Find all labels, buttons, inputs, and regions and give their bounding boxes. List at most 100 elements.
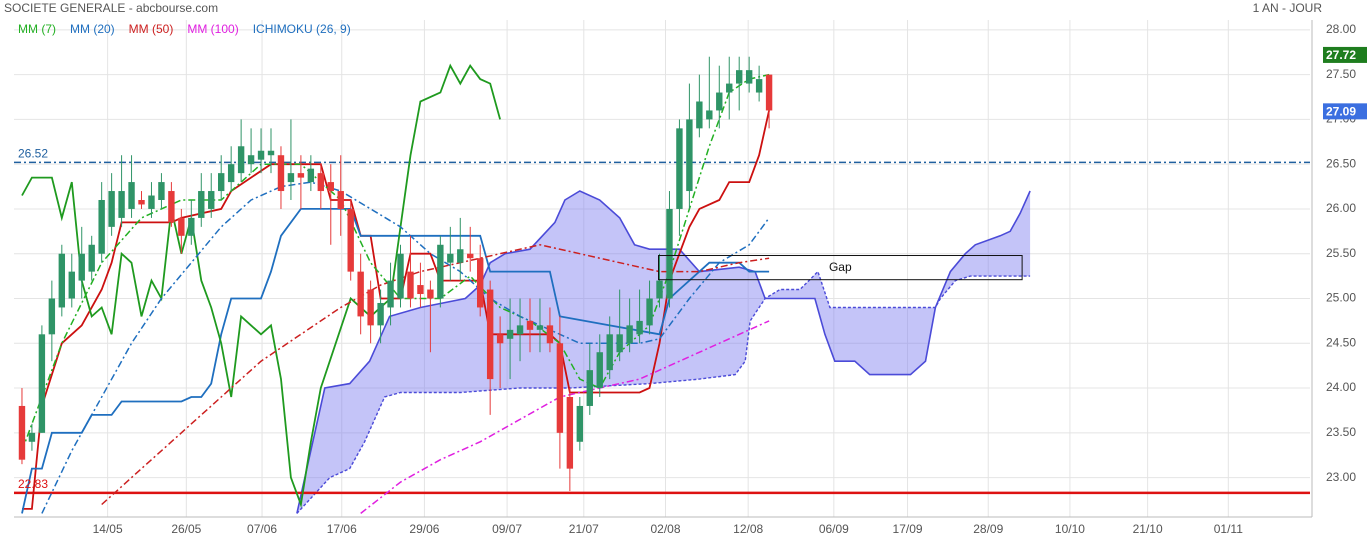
x-tick-label: 26/05 [171,522,201,536]
candle-body [138,199,145,205]
x-tick-label: 14/05 [93,522,123,536]
candle-body [745,70,753,84]
y-tick-label: 25.50 [1326,246,1356,260]
y-tick-label: 23.50 [1326,425,1356,439]
candle-body [58,253,66,308]
candle-body [736,70,743,84]
legend-entry: MM (20) [70,22,115,36]
candle-body [387,280,394,308]
level-label: 22.83 [18,477,48,491]
candle-body [277,155,285,192]
x-tick-label: 10/10 [1055,522,1085,536]
ichimoku-line [21,63,501,509]
candle-body [626,325,633,344]
moving-average [41,181,770,514]
x-tick-label: 07/06 [247,522,277,536]
candle-body [616,334,623,353]
ichimoku-line [21,208,770,514]
candle-body [347,208,354,272]
gap-box [658,255,1023,281]
y-tick-label: 24.50 [1326,335,1356,349]
candle-body [506,329,514,339]
candle-body [716,92,723,111]
candle-body [596,352,603,389]
candle-body [68,271,75,299]
candle-body [397,253,404,299]
y-tick-label: 23.00 [1326,470,1356,484]
candle-body [188,217,195,236]
candle-body [148,195,155,209]
price-tag [1323,46,1367,63]
candle-body [696,101,703,129]
candle-body [367,289,374,326]
candle-body [407,271,414,299]
candle-body [477,258,484,308]
senkou-span-b [296,270,1031,514]
candle-body [755,79,763,93]
candle-body [247,155,255,165]
y-tick-label: 25.00 [1326,291,1356,305]
candle-body [227,164,235,183]
x-tick-label: 21/07 [569,522,599,536]
candle-body [676,128,683,209]
x-tick-label: 17/06 [327,522,357,536]
candle-body [566,397,574,469]
candle-body [666,208,673,299]
legend-entry: MM (7) [18,22,56,36]
moving-average [101,244,770,506]
candle-body [686,119,693,192]
candle-body [28,432,36,442]
candle-body [218,173,225,192]
candle-body [337,191,344,209]
candle-body [486,289,494,380]
candle-body [237,146,245,174]
price-tag-label: 27.72 [1326,48,1356,62]
x-tick-label: 06/09 [819,522,849,536]
candle-body [496,334,504,344]
kumo-cloud [296,191,1031,514]
candle-body [576,405,584,442]
legend-entry: MM (100) [187,22,238,36]
candle-body [327,182,334,192]
candle-body [447,253,454,263]
candle-body [437,244,444,299]
ichimoku-line [22,110,770,510]
y-tick-label: 26.00 [1326,201,1356,215]
candle-body [158,182,165,200]
candle-body [546,325,554,344]
candle-body [168,191,175,223]
candle-body [48,298,56,335]
gap-label: Gap [829,260,852,274]
axes: 23.00 23.50 24.00 24.50 25.00 25.50 26.00 26.50… [14,20,1367,536]
candle-body [88,244,95,272]
plot-area: Gap [14,56,1310,514]
candle-body [208,191,215,209]
chart-subtitle: 1 AN - JOUR [1253,1,1323,15]
candle-body [726,83,733,93]
candle-body [38,334,46,433]
candle-body [467,253,474,259]
chart-title: SOCIETE GENERALE - abcbourse.com [4,1,218,15]
candle-body [526,320,534,330]
candle-body [457,249,464,263]
moving-average [21,73,770,451]
price-tag-label: 27.09 [1326,105,1356,119]
candle-body [586,370,593,406]
candle-body [287,173,295,183]
candle-body [377,302,384,326]
candle-body [357,271,364,317]
price-tag [1323,103,1367,120]
y-tick-label: 24.00 [1326,380,1356,394]
candle-body [536,325,544,330]
legend-entry: MM (50) [129,22,174,36]
candle-body [636,320,643,335]
legend-entry: ICHIMOKU (26, 9) [253,22,351,36]
x-tick-label: 02/08 [650,522,680,536]
candle-body [267,150,275,156]
x-tick-label: 12/08 [733,522,763,536]
candle-body [706,110,713,120]
candle-body [317,173,325,192]
candle-body [427,289,434,299]
